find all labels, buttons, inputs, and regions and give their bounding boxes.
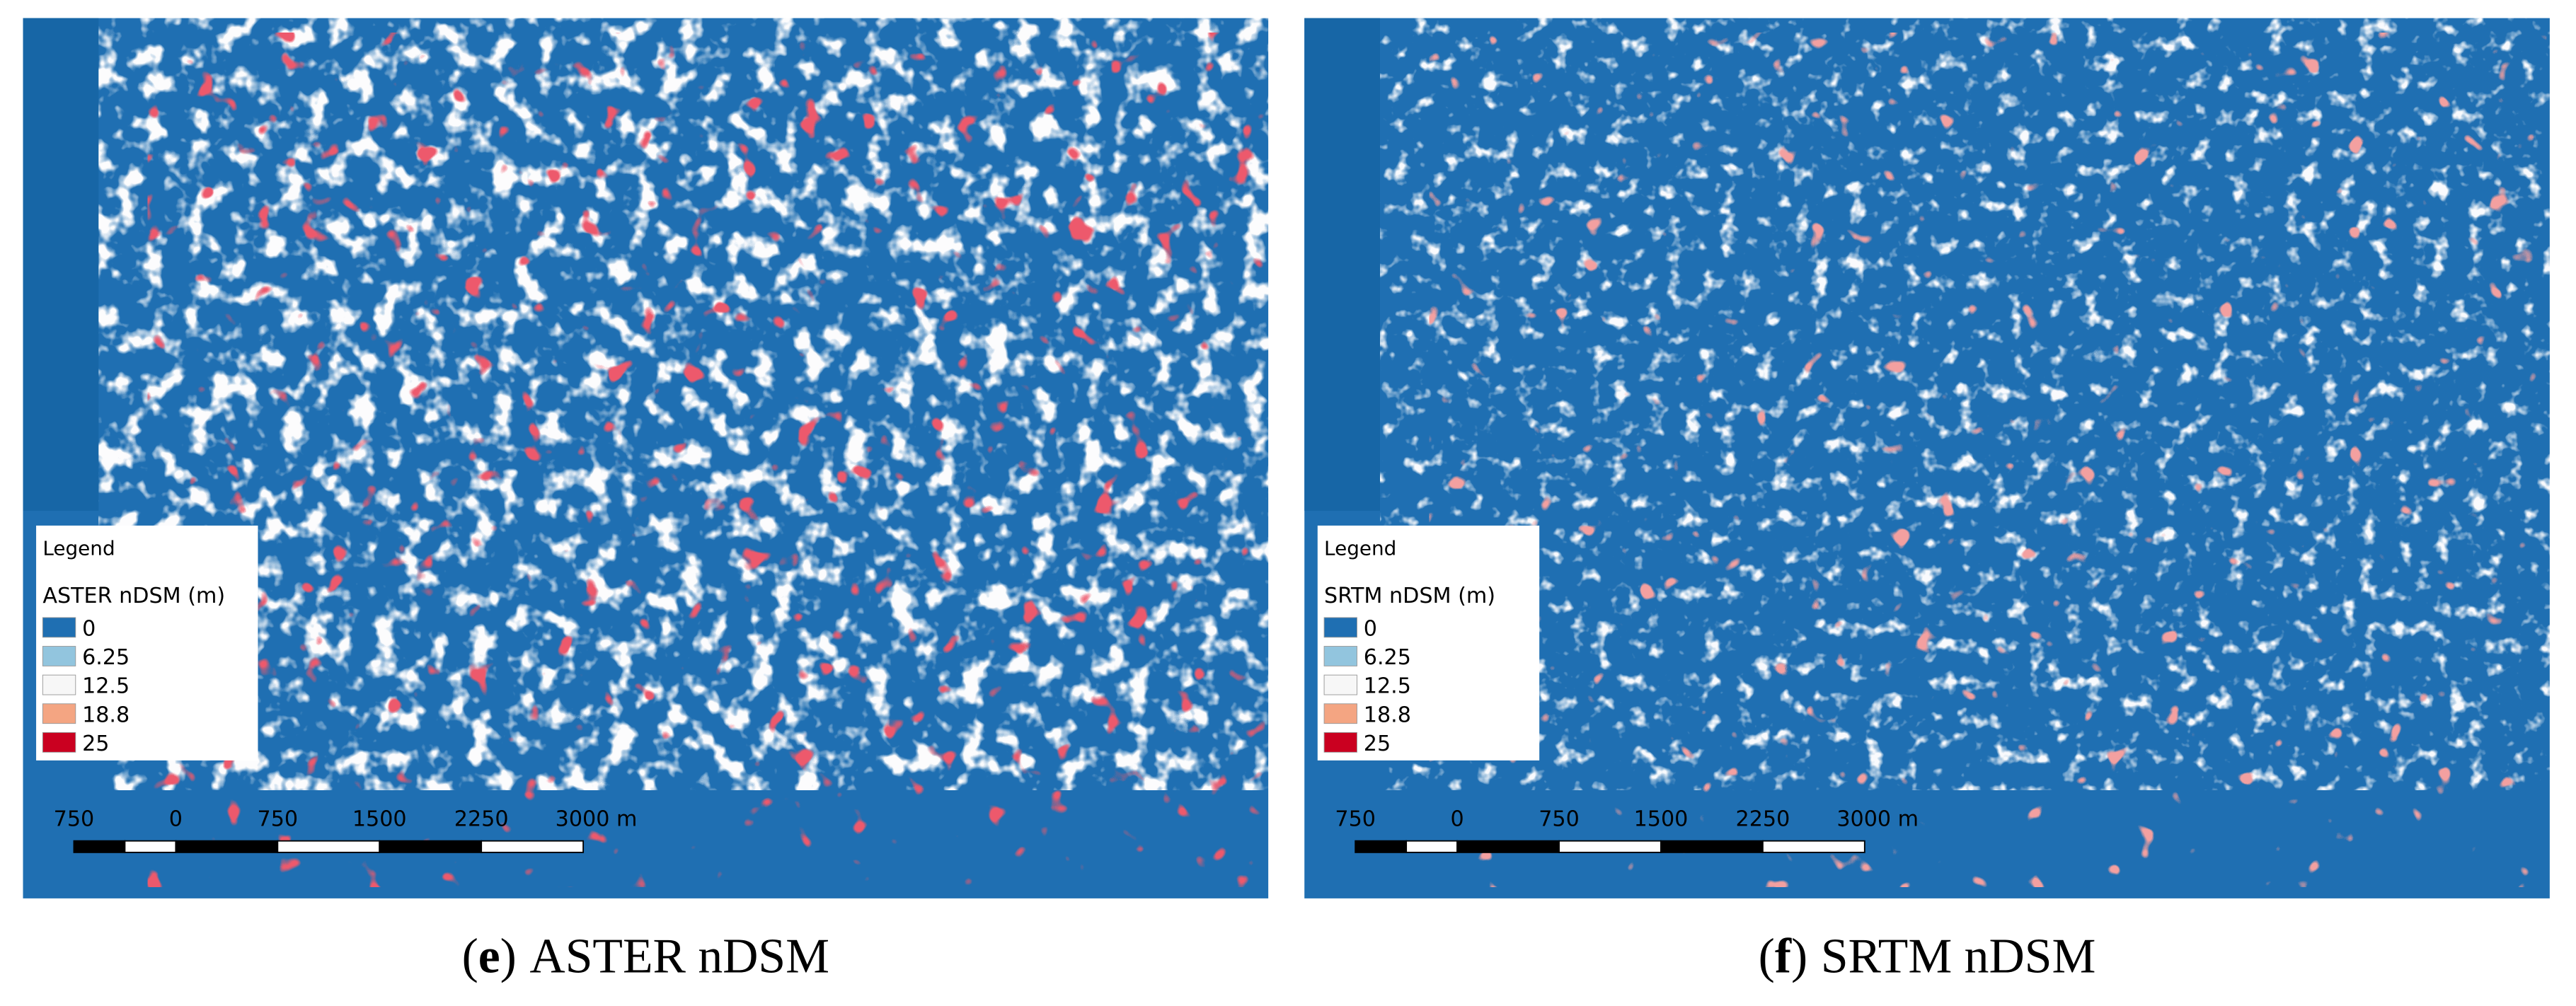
scale-label: 750 [258,807,299,832]
scale-label: 750 [54,807,95,832]
legend-swatch [1323,703,1357,724]
legend-title: ASTER nDSM (m) [42,584,225,608]
legend-swatch [42,703,76,724]
map-texture [147,33,1265,887]
scale-label: 3000 m [1836,807,1919,832]
caption-open: ( [462,929,478,983]
legend-swatch [42,732,76,753]
legend-title: SRTM nDSM (m) [1324,584,1495,608]
scale-segment [175,840,279,853]
caption: (e) ASTER nDSM [462,929,829,983]
caption-label: f [1775,929,1792,983]
caption: (f) SRTM nDSM [1759,929,2096,983]
legend-label: 12.5 [1364,674,1411,699]
legend-swatch [1323,646,1357,666]
legend-swatch [1323,617,1357,638]
legend-label: 12.5 [82,674,130,699]
scale-segment [1761,840,1865,853]
scale-segment [73,840,126,853]
caption-label: e [478,929,500,983]
map-panel: Legend SRTM nDSM (m) 0 6.25 12.5 18.8 25 750 0 75… [1304,18,2550,983]
legend-swatch [1323,674,1357,695]
scale-label: 0 [169,807,183,832]
scale-segment [481,840,585,853]
scale-segment [379,840,483,853]
map-texture [1429,33,2547,887]
scale-segment [277,840,381,853]
scale-label: 3000 m [556,807,638,832]
legend-label: 18.8 [1364,703,1411,727]
scale-label: 750 [1335,807,1376,832]
caption-text: ASTER nDSM [529,929,829,983]
scale-segment [1456,840,1560,853]
legend-label: 25 [82,732,109,756]
legend-label: 6.25 [82,645,130,670]
legend-swatch [1323,732,1357,753]
scale-label: 750 [1539,807,1580,832]
legend-label: 0 [82,616,96,641]
legend-box [36,525,258,761]
scale-label: 1500 [352,807,407,832]
scale-segment [1558,840,1662,853]
scale-segment [1405,840,1459,853]
scale-label: 0 [1451,807,1464,832]
legend-label: 6.25 [1364,645,1411,670]
legend-heading: Legend [42,537,115,560]
legend-label: 0 [1364,616,1377,641]
legend-box [1317,525,1540,761]
scale-label: 2250 [1736,807,1790,832]
scale-segment [124,840,177,853]
legend-heading: Legend [1324,537,1396,560]
map-edge [23,18,99,511]
caption-text: SRTM nDSM [1821,929,2096,983]
legend-swatch [42,617,76,638]
legend-label: 25 [1364,732,1391,756]
caption-close: ) [500,929,517,983]
map-edge [1304,18,1380,511]
scale-segment [1355,840,1408,853]
legend-label: 18.8 [82,703,130,727]
legend-swatch [42,646,76,666]
legend-swatch [42,674,76,695]
scale-label: 1500 [1634,807,1689,832]
caption-close: ) [1791,929,1807,983]
caption-open: ( [1759,929,1775,983]
scale-label: 2250 [454,807,509,832]
map-panel: Legend ASTER nDSM (m) 0 6.25 12.5 18.8 25 750 0 7… [23,18,1269,983]
scale-segment [1660,840,1764,853]
